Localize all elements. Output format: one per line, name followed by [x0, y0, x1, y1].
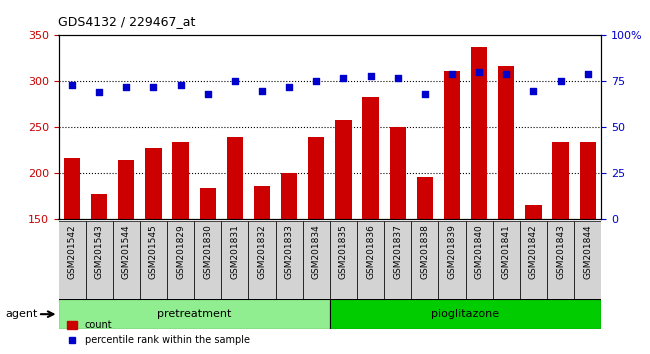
Text: GSM201832: GSM201832: [257, 224, 266, 279]
Text: GDS4132 / 229467_at: GDS4132 / 229467_at: [58, 15, 196, 28]
Bar: [580, 142, 596, 219]
Bar: [91, 194, 107, 219]
Point: [338, 75, 348, 81]
Bar: [194, 221, 221, 299]
Point: [284, 84, 294, 90]
Point: [393, 75, 403, 81]
Text: pretreatment: pretreatment: [157, 309, 231, 319]
Text: GSM201830: GSM201830: [203, 224, 213, 279]
Point: [365, 73, 376, 79]
Text: GSM201843: GSM201843: [556, 224, 565, 279]
Point: [257, 88, 267, 93]
Bar: [248, 221, 276, 299]
Legend: count, percentile rank within the sample: count, percentile rank within the sample: [63, 316, 254, 349]
Point: [121, 84, 131, 90]
Text: agent: agent: [5, 309, 38, 319]
Bar: [167, 221, 194, 299]
Bar: [520, 221, 547, 299]
Bar: [140, 221, 167, 299]
Bar: [118, 160, 135, 219]
Point: [203, 91, 213, 97]
Text: GSM201834: GSM201834: [312, 224, 321, 279]
Text: GSM201831: GSM201831: [230, 224, 239, 279]
Text: GSM201844: GSM201844: [583, 224, 592, 279]
Text: GSM201838: GSM201838: [421, 224, 430, 279]
Point: [94, 90, 105, 95]
Bar: [389, 126, 406, 219]
Bar: [574, 221, 601, 299]
Text: GSM201839: GSM201839: [447, 224, 456, 279]
Bar: [308, 137, 324, 219]
Text: GSM201837: GSM201837: [393, 224, 402, 279]
Text: GSM201842: GSM201842: [529, 224, 538, 279]
Bar: [498, 66, 514, 219]
Bar: [547, 221, 574, 299]
Point: [67, 82, 77, 88]
Bar: [64, 158, 80, 219]
Bar: [303, 221, 330, 299]
Point: [148, 84, 159, 90]
Point: [447, 71, 457, 77]
Bar: [439, 221, 465, 299]
Bar: [200, 188, 216, 219]
Text: GSM201840: GSM201840: [474, 224, 484, 279]
Bar: [335, 120, 352, 219]
Bar: [254, 186, 270, 219]
Bar: [330, 221, 357, 299]
Bar: [417, 177, 433, 219]
Bar: [146, 148, 162, 219]
Bar: [281, 173, 297, 219]
Point: [582, 71, 593, 77]
Bar: [113, 221, 140, 299]
Text: GSM201544: GSM201544: [122, 224, 131, 279]
Bar: [58, 299, 330, 329]
Bar: [471, 47, 488, 219]
Point: [229, 79, 240, 84]
Bar: [58, 221, 86, 299]
Bar: [221, 221, 248, 299]
Bar: [86, 221, 113, 299]
Point: [420, 91, 430, 97]
Text: GSM201841: GSM201841: [502, 224, 511, 279]
Bar: [227, 137, 243, 219]
Bar: [493, 221, 520, 299]
Bar: [525, 205, 541, 219]
Text: GSM201545: GSM201545: [149, 224, 158, 279]
Point: [176, 82, 186, 88]
Point: [501, 71, 512, 77]
Bar: [465, 221, 493, 299]
Bar: [411, 221, 438, 299]
Bar: [552, 142, 569, 219]
Text: GSM201543: GSM201543: [95, 224, 104, 279]
Bar: [330, 299, 601, 329]
Text: GSM201835: GSM201835: [339, 224, 348, 279]
Bar: [444, 71, 460, 219]
Point: [555, 79, 566, 84]
Bar: [363, 97, 379, 219]
Bar: [357, 221, 384, 299]
Bar: [384, 221, 411, 299]
Text: GSM201836: GSM201836: [366, 224, 375, 279]
Text: pioglitazone: pioglitazone: [432, 309, 500, 319]
Text: GSM201542: GSM201542: [68, 224, 77, 279]
Point: [311, 79, 322, 84]
Text: GSM201833: GSM201833: [285, 224, 294, 279]
Bar: [172, 142, 188, 219]
Point: [474, 69, 484, 75]
Text: GSM201829: GSM201829: [176, 224, 185, 279]
Point: [528, 88, 539, 93]
Bar: [276, 221, 303, 299]
